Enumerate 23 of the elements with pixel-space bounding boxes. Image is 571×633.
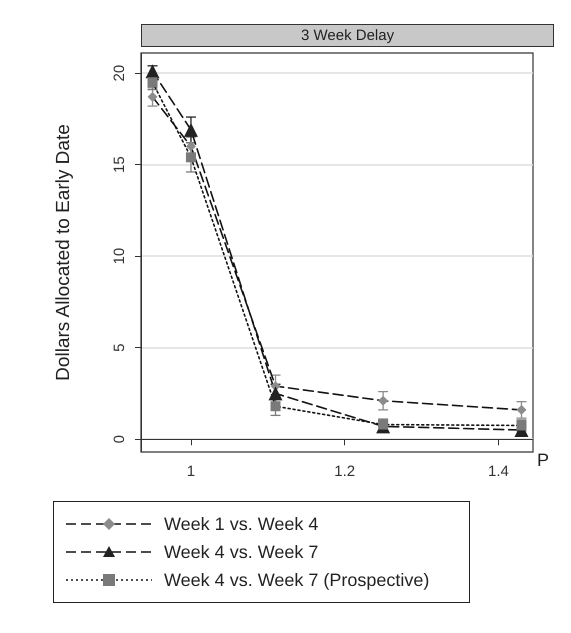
y-axis-title: Dollars Allocated to Early Date [53, 124, 74, 381]
y-tick-label: 15 [111, 156, 128, 173]
x-tick-label: 1.4 [488, 463, 509, 480]
legend-label: Week 4 vs. Week 7 (Prospective) [164, 570, 430, 590]
y-tick-label: 5 [111, 344, 128, 352]
x-axis-title: P [537, 450, 550, 470]
x-tick-label: 1.2 [334, 463, 356, 480]
point [270, 401, 281, 412]
legend-label: Week 1 vs. Week 4 [164, 514, 318, 534]
point [186, 141, 196, 152]
point [268, 386, 283, 400]
chart-title: 3 Week Delay [301, 27, 395, 44]
point [148, 92, 158, 102]
point [378, 396, 388, 406]
legend-label: Week 4 vs. Week 7 [164, 542, 318, 562]
y-tick-label: 0 [111, 435, 128, 444]
point [186, 152, 196, 162]
y-tick-label: 20 [111, 64, 128, 82]
x-tick-label: 1 [186, 463, 196, 480]
point [516, 404, 526, 415]
point [184, 122, 198, 137]
point [148, 77, 158, 88]
y-tick-label: 10 [111, 248, 128, 265]
